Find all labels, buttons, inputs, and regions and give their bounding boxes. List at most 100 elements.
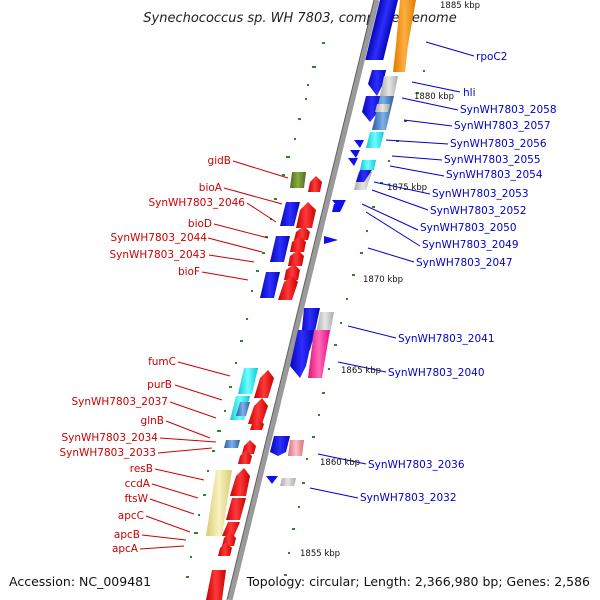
tick-label: 1870 kbp	[363, 275, 403, 285]
feature-2044-red	[290, 236, 306, 252]
feature-apcA	[218, 542, 232, 556]
gene-label: bioA	[199, 182, 223, 194]
gene-label: bioF	[178, 266, 200, 278]
gene-label: SynWH7803_2049	[422, 239, 519, 251]
gene-label: purB	[147, 379, 172, 391]
gene-label: apcC	[118, 510, 144, 522]
feature-purB-blue	[236, 402, 250, 416]
gene-label: SynWH7803_2033	[59, 447, 156, 459]
gene-label: resB	[130, 463, 153, 475]
feature-2043-b	[284, 264, 300, 280]
gene-label: SynWH7803_2034	[61, 432, 158, 444]
gene-label: SynWH7803_2055	[444, 154, 541, 166]
feature-ccdA	[230, 468, 250, 496]
feature-2033	[238, 450, 252, 464]
feature-2058-a	[368, 70, 386, 96]
feature-fumC-red	[254, 370, 274, 398]
gene-label: SynWH7803_2054	[446, 169, 543, 181]
leader-lines-reverse	[139, 160, 289, 550]
feature-fumC	[238, 368, 258, 394]
gene-label: SynWH7803_2032	[360, 492, 457, 504]
feature-2055-b	[350, 150, 360, 158]
gene-label: ccdA	[125, 478, 151, 490]
genome-backbone	[226, 0, 380, 600]
genome-summary-text: Topology: circular; Length: 2,366,980 bp…	[246, 574, 590, 589]
feature-bioA-red	[296, 202, 316, 228]
feature-bioF	[278, 276, 298, 300]
gene-label: rpoC2	[476, 51, 507, 63]
gene-label: SynWH7803_2057	[454, 120, 551, 132]
feature-2057-cap	[375, 104, 390, 112]
feature-2040	[290, 330, 314, 378]
feature-2053-b	[356, 170, 372, 182]
leader-lines-forward	[309, 41, 475, 499]
gene-label: apcB	[114, 529, 140, 541]
feature-bioA	[280, 202, 300, 226]
feature-2034	[224, 440, 240, 448]
feature-resB	[206, 470, 232, 536]
gene-label: SynWH7803_2043	[109, 249, 206, 261]
gene-label: SynWH7803_2044	[110, 232, 207, 244]
tick-label: 1865 kbp	[341, 366, 381, 376]
feature-2044	[270, 236, 290, 262]
feature-2056	[366, 132, 384, 148]
gene-label: SynWH7803_2046	[148, 197, 245, 209]
feature-2036	[288, 440, 304, 456]
feature-2037	[248, 398, 268, 424]
feature-2032-a	[266, 476, 278, 484]
gene-label: gidB	[208, 155, 231, 167]
tick-label: 1875 kbp	[387, 183, 427, 193]
feature-2043	[288, 250, 304, 266]
labels-forward: rpoC2 hli SynWH7803_2058 SynWH7803_2057 …	[360, 51, 557, 504]
gene-label: fumC	[148, 356, 176, 368]
gene-label: bioD	[188, 218, 212, 230]
tick-label: 1860 kbp	[320, 458, 360, 468]
gene-label: ftsW	[125, 493, 149, 505]
feature-glnB	[250, 418, 264, 430]
feature-bioD	[294, 226, 310, 240]
gene-label: SynWH7803_2037	[71, 396, 168, 408]
accession-text: Accession: NC_009481	[9, 574, 151, 589]
feature-hli	[380, 76, 398, 96]
feature-apcC	[222, 522, 240, 536]
feature-2049	[324, 236, 338, 244]
feature-2040-pink	[308, 330, 330, 378]
gene-label: SynWH7803_2040	[388, 367, 485, 379]
tick-label: 1885 kbp	[440, 1, 480, 11]
feature-2032	[280, 478, 296, 486]
feature-gidB-b	[308, 176, 322, 192]
gene-label: SynWH7803_2041	[398, 333, 495, 345]
gene-label: SynWH7803_2050	[420, 222, 517, 234]
tick-labels: 1885 kbp 1880 kbp 1875 kbp 1870 kbp 1865…	[300, 1, 480, 559]
dot-track-left	[186, 42, 325, 578]
forward-strand-features	[266, 0, 416, 486]
gene-label: SynWH7803_2036	[368, 459, 465, 471]
feature-2036-a	[270, 436, 290, 456]
feature-ftsW	[226, 498, 246, 520]
feature-2041-gray	[316, 312, 334, 334]
feature-2054	[360, 160, 376, 170]
feature-2058-b	[362, 96, 382, 122]
gene-label: SynWH7803_2052	[430, 205, 527, 217]
labels-reverse: gidB bioA SynWH7803_2046 bioD SynWH7803_…	[59, 155, 245, 555]
gene-label: SynWH7803_2047	[416, 257, 513, 269]
gene-label: SynWH7803_2058	[460, 104, 557, 116]
feature-rpoC2	[393, 0, 416, 72]
feature-bioF-blue	[260, 272, 280, 298]
dot-track-right	[284, 70, 425, 576]
tick-label: 1880 kbp	[414, 92, 454, 102]
gene-label: SynWH7803_2053	[432, 188, 529, 200]
reverse-strand-features	[206, 172, 322, 600]
tick-label: 1855 kbp	[300, 549, 340, 559]
feature-bottom-red	[206, 570, 226, 600]
feature-top-blue	[365, 0, 398, 60]
gene-label: glnB	[141, 415, 164, 427]
feature-gidB	[290, 172, 306, 188]
gene-label: SynWH7803_2056	[450, 138, 547, 150]
feature-2054-a	[348, 158, 358, 166]
gene-label: apcA	[112, 543, 139, 555]
feature-2055-a	[354, 140, 364, 148]
gene-label: hli	[463, 87, 476, 99]
feature-2050	[332, 204, 344, 212]
